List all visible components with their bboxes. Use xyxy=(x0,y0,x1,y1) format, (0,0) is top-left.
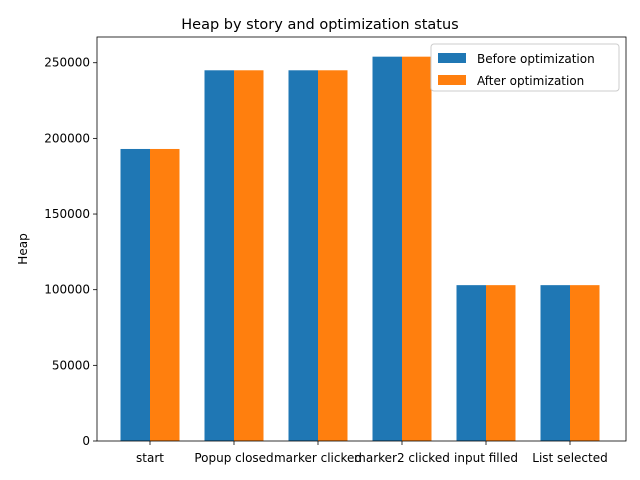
bar-before-0 xyxy=(120,148,150,441)
bar-after-5 xyxy=(570,285,600,441)
bar-after-2 xyxy=(318,70,348,441)
bar-after-0 xyxy=(150,148,180,441)
x-tick-label: Popup closed xyxy=(194,451,273,465)
x-tick-label: start xyxy=(136,451,164,465)
y-tick-label: 150000 xyxy=(44,207,90,221)
y-tick-label: 250000 xyxy=(44,56,90,70)
bar-before-2 xyxy=(288,70,318,441)
x-tick-label: List selected xyxy=(532,451,607,465)
y-tick-label: 100000 xyxy=(44,283,90,297)
y-tick-label: 200000 xyxy=(44,131,90,145)
bar-before-4 xyxy=(456,285,486,441)
y-axis-label: Heap xyxy=(16,233,30,264)
legend-box xyxy=(430,43,620,92)
y-tick-label: 50000 xyxy=(52,358,90,372)
legend-label-before: Before optimization xyxy=(477,52,595,66)
bar-before-3 xyxy=(372,56,402,441)
chart-title: Heap by story and optimization status xyxy=(181,17,458,33)
x-tick-label: input filled xyxy=(454,451,518,465)
axes-frame xyxy=(96,36,627,442)
x-tick-label: marker clicked xyxy=(274,451,362,465)
legend: Before optimization After optimization xyxy=(430,43,620,92)
legend-label-after: After optimization xyxy=(477,74,584,88)
x-tick-label: marker2 clicked xyxy=(354,451,450,465)
y-tick-label: 0 xyxy=(82,434,90,448)
bar-after-4 xyxy=(486,285,516,441)
bar-after-3 xyxy=(402,56,432,441)
legend-swatch-before xyxy=(438,53,466,63)
bar-before-5 xyxy=(540,285,570,441)
legend-swatch-after xyxy=(438,75,466,85)
bar-after-1 xyxy=(234,70,264,441)
bar-before-1 xyxy=(204,70,234,441)
